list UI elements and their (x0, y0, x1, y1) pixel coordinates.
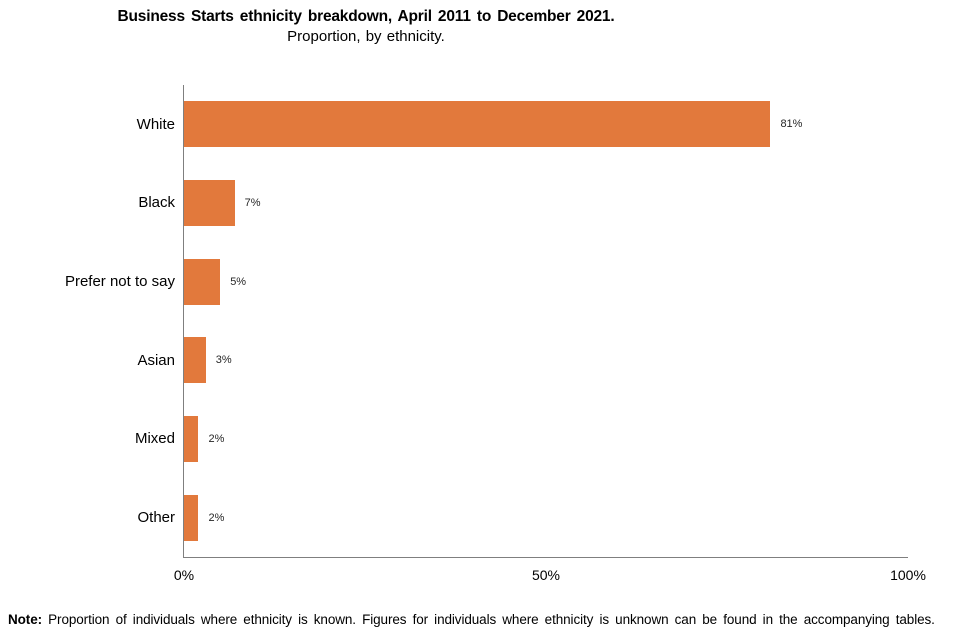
value-label: 2% (208, 432, 225, 445)
category-label: Black (138, 194, 175, 212)
footnote: Note: Proportion of individuals where et… (8, 612, 954, 627)
category-label: Asian (137, 351, 175, 369)
value-label: 3% (215, 354, 232, 367)
chart-subtitle: Proportion, by ethnicity. (287, 28, 445, 45)
bar-row: Mixed 2% (135, 400, 908, 479)
plot-area: White 81% Black 7% Prefer not to say 5% Asian 3… (65, 85, 926, 583)
x-axis-tick-label: 50% (531, 567, 561, 583)
bar (184, 337, 206, 384)
bar-row: Asian 3% (137, 321, 908, 400)
category-label: Mixed (134, 430, 175, 448)
bar (184, 101, 771, 148)
footnote-label: Note: (8, 612, 42, 627)
x-axis-tick-label: 0% (173, 567, 195, 583)
value-label: 7% (244, 196, 261, 209)
bar (184, 494, 199, 541)
x-axis-tick-label: 100% (890, 567, 926, 583)
footnote-text: Proportion of individuals where ethnicit… (42, 612, 935, 627)
title-block: Business Starts ethnicity breakdown, Apr… (0, 8, 732, 45)
bar-row: White 81% (137, 85, 908, 164)
category-label: Other (137, 509, 175, 527)
value-label: 81% (780, 118, 803, 131)
chart-title: Business Starts ethnicity breakdown, Apr… (117, 8, 615, 25)
category-label: Prefer not to say (64, 273, 175, 291)
value-label: 5% (230, 275, 247, 288)
category-label: White (136, 115, 175, 133)
value-label: 2% (208, 511, 225, 524)
bar (184, 179, 235, 226)
bar (184, 415, 199, 462)
bar-row: Other 2% (137, 478, 908, 557)
bar-row: Prefer not to say 5% (65, 242, 908, 321)
bar-row: Black 7% (138, 164, 908, 243)
bar (184, 258, 221, 305)
